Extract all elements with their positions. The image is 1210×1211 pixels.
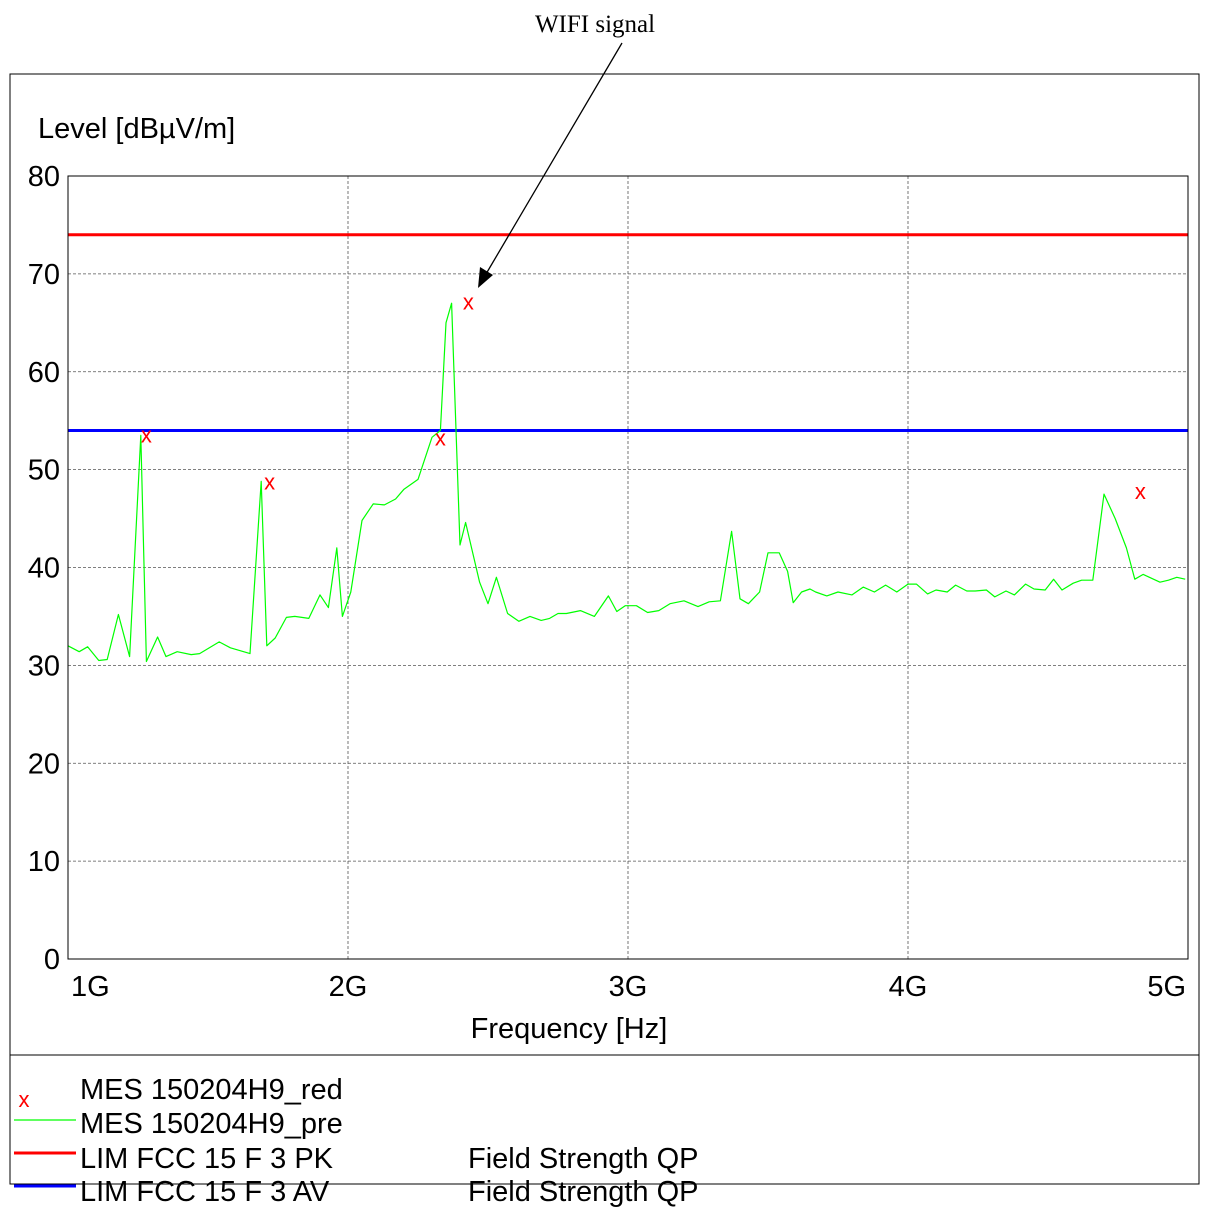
x-tick-labels: 1G 2G 3G 4G 5G (71, 971, 1186, 1003)
series-traces (67, 302, 1186, 663)
x-tick-label: 2G (329, 971, 368, 1003)
legend-label: LIM FCC 15 F 3 AV (80, 1176, 330, 1208)
legend-description: Field Strength QP (468, 1176, 699, 1208)
y-tick-label: 70 (28, 259, 60, 291)
x-tick-label: 4G (889, 971, 928, 1003)
y-tick-label: 60 (28, 357, 60, 389)
legend-label: MES 150204H9_pre (80, 1108, 343, 1140)
y-tick-label: 30 (28, 650, 60, 682)
legend-label: MES 150204H9_red (80, 1074, 343, 1106)
y-tick-label: 40 (28, 553, 60, 585)
y-tick-label: 20 (28, 748, 60, 780)
y-tick-label: 80 (28, 161, 60, 193)
y-axis-label: Level [dBµV/m] (38, 113, 235, 145)
grid (68, 176, 1188, 959)
y-tick-labels: 0 10 20 30 40 50 60 70 80 (28, 161, 60, 976)
measurement-marker: x (435, 425, 446, 450)
x-tick-label: 3G (609, 971, 648, 1003)
x-tick-label: 1G (71, 971, 110, 1003)
annotation-arrow-line (485, 42, 623, 275)
annotation-arrowhead (478, 267, 493, 288)
legend-marker-symbol: x (19, 1087, 30, 1112)
wifi-signal-annotation: WIFI signal (535, 11, 655, 38)
legend-description: Field Strength QP (468, 1143, 699, 1175)
measurement-marker: x (463, 289, 474, 314)
measurement-marker: x (141, 422, 152, 447)
y-tick-label: 0 (44, 944, 60, 976)
x-tick-label: 5G (1147, 971, 1186, 1003)
spectrum-trace (67, 302, 1186, 663)
y-tick-label: 10 (28, 846, 60, 878)
y-tick-label: 50 (28, 455, 60, 487)
measurement-marker: x (264, 469, 275, 494)
measurement-marker: x (1135, 479, 1146, 504)
plot-area-frame (67, 175, 1189, 960)
limit-lines (68, 233, 1188, 432)
x-axis-label: Frequency [Hz] (471, 1013, 668, 1045)
measurement-markers: x x x x x (141, 289, 1146, 504)
legend-label: LIM FCC 15 F 3 PK (80, 1143, 334, 1175)
